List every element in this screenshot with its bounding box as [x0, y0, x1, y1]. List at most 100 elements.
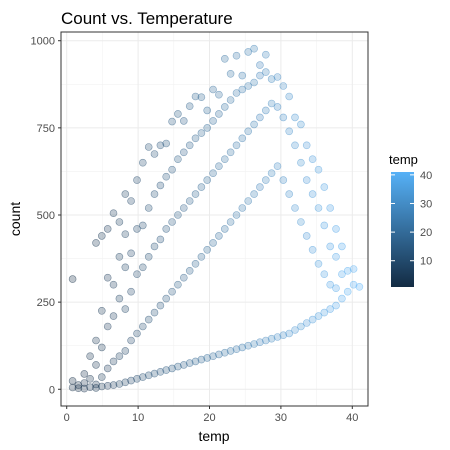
data-point	[139, 373, 147, 381]
data-point	[156, 181, 165, 190]
data-point	[127, 197, 135, 205]
data-point	[203, 176, 211, 184]
data-point	[326, 280, 335, 289]
data-point	[232, 345, 241, 354]
data-point	[273, 73, 282, 81]
data-point	[256, 71, 264, 80]
data-point	[68, 383, 77, 392]
data-point	[197, 183, 206, 191]
y-tick-label: 500	[37, 210, 55, 222]
legend-tick-label: 30	[420, 198, 432, 210]
data-point	[92, 361, 100, 369]
data-point	[98, 306, 106, 315]
data-point	[144, 143, 153, 151]
data-point	[68, 377, 77, 385]
data-point	[191, 190, 200, 198]
data-point	[133, 176, 141, 184]
data-point	[174, 362, 182, 371]
data-point	[267, 75, 276, 83]
data-point	[267, 99, 276, 108]
data-point	[285, 92, 294, 101]
data-point	[302, 232, 311, 240]
data-point	[180, 361, 188, 369]
data-point	[127, 249, 135, 258]
data-point	[215, 232, 223, 240]
data-point	[162, 172, 170, 181]
data-point	[162, 225, 170, 233]
data-point	[144, 315, 153, 324]
data-point	[168, 287, 176, 296]
data-points	[68, 44, 364, 393]
data-point	[291, 141, 299, 150]
data-point	[279, 113, 288, 122]
data-point	[326, 204, 335, 212]
data-point	[156, 367, 165, 376]
data-point	[92, 380, 100, 389]
data-point	[226, 347, 235, 355]
data-point	[133, 225, 141, 233]
data-point	[279, 331, 288, 340]
data-point	[238, 204, 247, 212]
chart-title: Count vs. Temperature	[61, 9, 233, 28]
data-point	[226, 218, 235, 226]
data-point	[279, 82, 288, 90]
data-point	[320, 308, 329, 317]
data-point	[261, 68, 270, 76]
data-point	[215, 110, 223, 118]
data-point	[74, 381, 83, 389]
y-tick-label: 750	[37, 123, 55, 135]
data-point	[308, 315, 317, 324]
data-point	[302, 141, 311, 150]
data-point	[221, 155, 229, 163]
data-point	[168, 364, 176, 373]
data-point	[250, 120, 258, 129]
data-point	[338, 294, 346, 303]
data-point	[209, 352, 217, 361]
data-point	[115, 352, 124, 361]
data-point	[121, 230, 130, 238]
data-point	[80, 370, 89, 378]
data-point	[314, 165, 323, 174]
x-axis: 0 10 20 30 40	[64, 406, 358, 424]
data-point	[115, 380, 124, 388]
data-point	[209, 85, 217, 94]
data-point	[121, 190, 130, 198]
data-point	[150, 190, 159, 198]
data-point	[320, 270, 329, 279]
data-point	[133, 374, 141, 383]
data-point	[343, 287, 352, 296]
data-point	[180, 148, 188, 157]
data-point	[349, 280, 358, 289]
data-point	[109, 209, 118, 217]
data-point	[86, 374, 94, 383]
data-point	[80, 379, 89, 387]
data-point	[144, 371, 153, 380]
data-point	[156, 141, 165, 150]
data-point	[185, 102, 194, 110]
legend-colorbar	[391, 172, 414, 287]
data-point	[297, 322, 305, 331]
data-point	[332, 225, 340, 233]
legend-ticks: 10 20 30 40	[391, 170, 432, 268]
legend-tick-label: 10	[420, 256, 432, 268]
data-point	[302, 176, 311, 184]
panel-border	[60, 31, 369, 407]
data-point	[103, 322, 112, 331]
data-point	[267, 334, 276, 343]
data-point	[121, 305, 130, 313]
data-point	[156, 235, 165, 244]
data-point	[291, 113, 299, 122]
data-point	[349, 265, 358, 273]
data-point	[285, 329, 294, 338]
data-point	[121, 347, 130, 355]
data-point	[197, 93, 206, 101]
data-point	[203, 124, 211, 132]
data-point	[115, 252, 124, 261]
data-point	[180, 117, 188, 125]
data-point	[314, 259, 323, 268]
data-point	[244, 82, 252, 90]
data-point	[250, 340, 258, 348]
data-point	[109, 312, 118, 320]
legend-tick-label: 40	[420, 170, 432, 182]
data-point	[133, 270, 141, 279]
